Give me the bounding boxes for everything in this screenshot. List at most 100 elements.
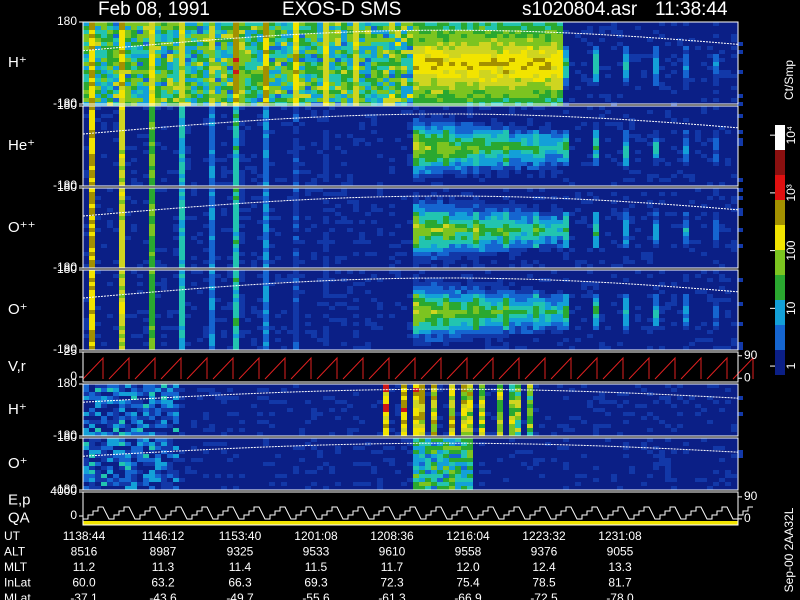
- heat-cell: [359, 126, 365, 130]
- heat-cell: [293, 106, 299, 110]
- heat-cell: [353, 86, 359, 90]
- heat-cell: [161, 146, 167, 150]
- heat-cell: [575, 208, 581, 212]
- heat-cell: [677, 384, 683, 388]
- heat-cell: [539, 90, 545, 94]
- heat-cell: [95, 70, 101, 74]
- heat-cell: [581, 162, 587, 166]
- heat-cell: [521, 22, 527, 26]
- heat-cell: [149, 106, 155, 110]
- heat-cell: [473, 260, 479, 264]
- heat-cell: [89, 162, 95, 166]
- heat-cell: [323, 54, 329, 58]
- heat-cell: [395, 252, 401, 256]
- heat-cell: [515, 42, 521, 46]
- heat-cell: [179, 150, 185, 154]
- heat-cell: [533, 322, 539, 326]
- heat-cell: [377, 98, 383, 102]
- heat-cell: [137, 182, 143, 186]
- heat-cell: [491, 150, 497, 154]
- heat-cell: [131, 384, 137, 388]
- heat-cell: [377, 78, 383, 82]
- heat-cell: [479, 38, 485, 42]
- heat-cell: [383, 384, 389, 388]
- heat-cell: [119, 106, 125, 110]
- heat-cell: [665, 212, 671, 216]
- heat-cell: [563, 396, 569, 400]
- heat-cell: [155, 408, 161, 412]
- heat-cell: [449, 30, 455, 34]
- heat-cell: [449, 34, 455, 38]
- heat-cell: [83, 442, 89, 446]
- heat-cell: [587, 94, 593, 98]
- heat-cell: [713, 306, 719, 310]
- heat-cell: [149, 82, 155, 86]
- heat-cell: [89, 78, 95, 82]
- heat-cell: [125, 66, 131, 70]
- heat-cell: [371, 78, 377, 82]
- heat-cell: [179, 130, 185, 134]
- heat-cell: [359, 66, 365, 70]
- heat-cell: [299, 46, 305, 50]
- heat-cell: [107, 70, 113, 74]
- heat-cell: [371, 322, 377, 326]
- heat-cell: [545, 228, 551, 232]
- heat-cell: [473, 294, 479, 298]
- heat-cell: [695, 326, 701, 330]
- heat-cell: [437, 166, 443, 170]
- heat-cell: [263, 82, 269, 86]
- heat-cell: [539, 326, 545, 330]
- heat-cell: [137, 78, 143, 82]
- heat-cell: [593, 224, 599, 228]
- heat-cell: [185, 150, 191, 154]
- heat-cell: [515, 232, 521, 236]
- heat-cell: [497, 330, 503, 334]
- heat-cell: [485, 338, 491, 342]
- heat-cell: [449, 424, 455, 428]
- heat-cell: [155, 86, 161, 90]
- heat-cell: [323, 240, 329, 244]
- heat-cell: [593, 428, 599, 432]
- heat-cell: [407, 90, 413, 94]
- heat-cell: [467, 256, 473, 260]
- heat-cell: [179, 46, 185, 50]
- heat-cell: [263, 138, 269, 142]
- heat-cell: [119, 458, 125, 462]
- heat-cell: [365, 240, 371, 244]
- heat-cell: [185, 216, 191, 220]
- heat-cell: [473, 46, 479, 50]
- heat-cell: [503, 322, 509, 326]
- heat-cell: [365, 278, 371, 282]
- heat-cell: [521, 228, 527, 232]
- heat-cell: [671, 22, 677, 26]
- heat-cell: [647, 38, 653, 42]
- heat-cell: [311, 78, 317, 82]
- heat-cell: [161, 326, 167, 330]
- heat-cell: [179, 138, 185, 142]
- heat-cell: [299, 66, 305, 70]
- heat-cell: [431, 338, 437, 342]
- heat-cell: [545, 158, 551, 162]
- heat-cell: [485, 282, 491, 286]
- heat-cell: [263, 94, 269, 98]
- heat-cell: [227, 346, 233, 350]
- heat-cell: [521, 142, 527, 146]
- heat-cell: [419, 252, 425, 256]
- heat-cell: [449, 42, 455, 46]
- heat-cell: [377, 30, 383, 34]
- heat-cell: [119, 208, 125, 212]
- heat-cell: [113, 458, 119, 462]
- heat-cell: [491, 432, 497, 436]
- heat-cell: [101, 458, 107, 462]
- heat-cell: [293, 384, 299, 388]
- heat-cell: [317, 82, 323, 86]
- heat-cell: [83, 146, 89, 150]
- heat-cell: [251, 42, 257, 46]
- heat-cell: [653, 208, 659, 212]
- heat-cell: [683, 306, 689, 310]
- heat-cell: [197, 74, 203, 78]
- heat-cell: [551, 138, 557, 142]
- heat-cell: [149, 170, 155, 174]
- heat-cell: [305, 216, 311, 220]
- heat-cell: [473, 50, 479, 54]
